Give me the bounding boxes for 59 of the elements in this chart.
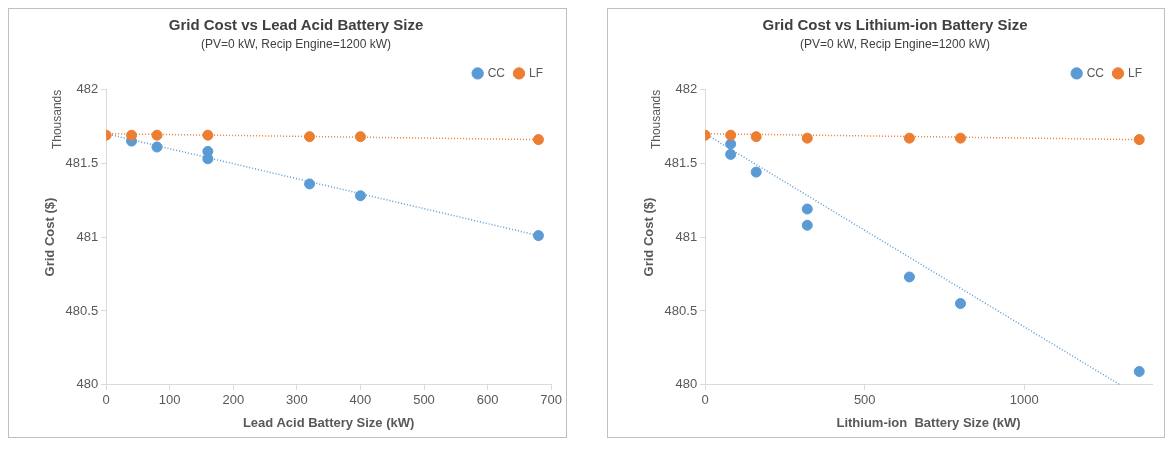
- x-tick-label: 500: [413, 392, 435, 408]
- point: [724, 148, 736, 160]
- y-tick-label: 481: [76, 228, 99, 244]
- x-tick-label: 1000: [1009, 392, 1039, 408]
- legend-label: LF: [529, 65, 544, 80]
- point: [954, 132, 966, 144]
- x-tick-label: 0: [701, 392, 709, 408]
- point: [151, 129, 163, 141]
- x-tick-label: 400: [349, 392, 372, 408]
- point: [304, 178, 316, 190]
- point: [903, 132, 915, 144]
- chart-title: Grid Cost vs Lithium-ion Battery Size: [761, 16, 1028, 34]
- point: [1133, 366, 1145, 378]
- y-axis-title: Grid Cost ($): [640, 197, 656, 277]
- point: [724, 129, 736, 141]
- point: [354, 131, 366, 143]
- point: [532, 134, 544, 146]
- y-tick-label: 482: [674, 80, 697, 96]
- y-tick-label: 481: [674, 228, 697, 244]
- point: [126, 129, 138, 141]
- y-tick-label: 480: [76, 376, 99, 392]
- point: [954, 298, 966, 310]
- x-axis-title: Lead Acid Battery Size (kW): [242, 414, 415, 430]
- x-tick-label: 0: [102, 392, 110, 408]
- legend-label: CC: [487, 65, 506, 80]
- x-tick-label: 200: [222, 392, 245, 408]
- y-tick-label: 481.5: [664, 154, 697, 170]
- point: [750, 166, 762, 178]
- y-tick-label: 480.5: [65, 302, 99, 318]
- point: [724, 138, 736, 150]
- x-tick-label: 700: [540, 392, 563, 408]
- x-tick-label: 600: [476, 392, 499, 408]
- point: [304, 131, 316, 143]
- legend-label: LF: [1127, 65, 1142, 80]
- legend-label: CC: [1086, 65, 1104, 80]
- y-axis-title: Grid Cost ($): [42, 197, 58, 277]
- x-tick-label: 300: [286, 392, 308, 408]
- y-tick-label: 480.5: [664, 302, 697, 318]
- point: [202, 129, 214, 141]
- text: Thousands: [648, 89, 663, 150]
- point: [903, 271, 915, 283]
- chart-subtitle: (PV=0 kW, Recip Engine=1200 kW): [200, 36, 392, 51]
- chart-title: Grid Cost vs Lead Acid Battery Size: [168, 16, 424, 34]
- x-tick-label: 100: [158, 392, 181, 408]
- y-tick-label: 480: [674, 376, 697, 392]
- chart-subtitle: (PV=0 kW, Recip Engine=1200 kW): [799, 36, 990, 51]
- y-tick-label: 481.5: [65, 154, 99, 170]
- y-tick-label: 482: [76, 80, 99, 96]
- x-tick-label: 500: [853, 392, 876, 408]
- point: [532, 230, 544, 242]
- point: [801, 203, 813, 215]
- x-axis-title: Lithium-ion Battery Size (kW): [835, 414, 1021, 430]
- point: [1133, 134, 1145, 146]
- text: Thousands: [50, 89, 65, 150]
- point: [750, 131, 762, 143]
- point: [801, 132, 813, 144]
- point: [801, 219, 813, 231]
- point: [354, 190, 366, 202]
- point: [151, 141, 163, 153]
